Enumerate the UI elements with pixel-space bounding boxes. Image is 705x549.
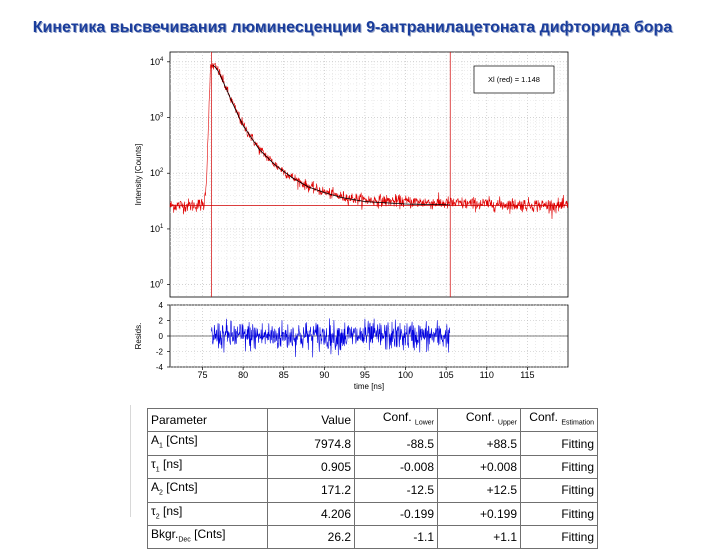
cell-conf-upper: +12.5 [437,478,521,503]
y-tick-label: 101 [150,224,164,234]
decay-figure: 100 101 102 103 104 Intensity [Counts] 4 2 0 -2 -4… [134,51,569,391]
cell-value: 171.2 [267,478,355,503]
y-tick-label: 104 [150,57,164,67]
cell-conf-lower: -1.1 [354,524,438,549]
measured-decay-series [169,62,568,220]
cell-conf-estimation: Fitting [520,431,598,456]
resid-y-tick-label: 4 [159,301,164,310]
table-row: τ2 [ns] 4.206 -0.199 +0.199 Fitting [147,501,598,526]
chi-square-box [473,65,555,94]
table-row: A2 [Cnts] 171.2 -12.5 +12.5 Fitting [147,478,598,503]
fit-curve-series [212,64,451,206]
col-header-parameter: Parameter [147,407,268,433]
y-tick-label: 102 [150,168,164,178]
x-tick-label: 100 [398,370,413,380]
resid-y-tick-label: -4 [156,363,164,372]
cell-conf-upper: +0.008 [437,454,521,480]
cell-conf-lower: -0.008 [354,454,438,480]
residuals-series [211,318,451,358]
cell-value: 26.2 [267,524,355,549]
cell-parameter: τ2 [ns] [147,501,268,526]
cell-conf-estimation: Fitting [520,478,598,503]
cell-conf-lower: -0.199 [354,501,438,526]
y-axis-label: Intensity [Counts] [134,144,143,206]
cell-conf-upper: +88.5 [437,431,521,456]
x-tick-label: 80 [238,370,248,380]
cell-conf-upper: +0.199 [437,501,521,526]
x-tick-label: 110 [480,370,494,380]
cell-parameter: τ1 [ns] [147,454,268,480]
fit-parameters-table: Parameter Value Conf. Lower Conf. Upper … [147,407,598,549]
x-tick-label: 75 [197,370,207,380]
cell-conf-estimation: Fitting [520,501,598,526]
page-title: Кинетика высвечивания люминесценции 9-ан… [32,19,673,36]
divider-line [130,405,131,517]
table-row: Bkgr.Dec [Cnts] 26.2 -1.1 +1.1 Fitting [147,524,598,549]
x-tick-label: 115 [520,370,534,380]
table-row: A1 [Cnts] 7974.8 -88.5 +88.5 Fitting [147,431,598,456]
cell-value: 4.206 [267,501,355,526]
x-axis-label: time [ns] [354,382,384,391]
x-tick-label: 90 [319,370,329,380]
col-header-value: Value [267,407,355,433]
cell-conf-upper: +1.1 [437,524,521,549]
chi-square-label: Xl (red) = 1.148 [488,75,540,84]
cell-conf-lower: -12.5 [354,478,438,503]
col-header-conf-lower: Conf. Lower [354,407,438,433]
col-header-conf-upper: Conf. Upper [437,407,521,433]
cell-value: 7974.8 [267,431,355,456]
y-tick-label: 100 [150,280,164,290]
resid-y-tick-label: 0 [159,332,164,341]
cell-value: 0.905 [267,454,355,480]
x-tick-label: 105 [439,370,454,380]
cell-parameter: A1 [Cnts] [147,431,268,456]
resid-y-tick-label: 2 [159,317,164,326]
col-header-conf-estimation: Conf. Estimation [520,407,598,433]
y-tick-label: 103 [150,113,164,123]
cell-conf-estimation: Fitting [520,524,598,549]
table-header-row: Parameter Value Conf. Lower Conf. Upper … [147,407,598,433]
cell-parameter: A2 [Cnts] [147,478,268,503]
cell-conf-lower: -88.5 [354,431,438,456]
cell-parameter: Bkgr.Dec [Cnts] [147,524,268,549]
resid-y-tick-label: -2 [156,348,164,357]
table-row: τ1 [ns] 0.905 -0.008 +0.008 Fitting [147,454,598,480]
x-tick-label: 85 [279,370,289,380]
x-tick-label: 95 [360,370,370,380]
resid-y-axis-label: Resids. [134,323,143,350]
cell-conf-estimation: Fitting [520,454,598,480]
